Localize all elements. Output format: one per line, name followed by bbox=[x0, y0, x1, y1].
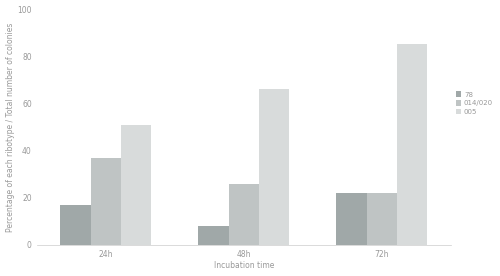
Bar bbox=[336, 193, 366, 245]
Bar bbox=[121, 124, 151, 245]
Legend: 78, 014/020, 005: 78, 014/020, 005 bbox=[454, 90, 494, 117]
Bar bbox=[90, 158, 121, 245]
Bar bbox=[259, 89, 290, 245]
Y-axis label: Percentage of each ribotype / Total number of colonies: Percentage of each ribotype / Total numb… bbox=[6, 22, 15, 232]
X-axis label: Incubation time: Incubation time bbox=[214, 261, 274, 270]
Bar bbox=[397, 44, 428, 245]
Bar bbox=[366, 193, 397, 245]
Bar bbox=[60, 205, 90, 245]
Bar bbox=[228, 184, 259, 245]
Bar bbox=[198, 226, 228, 245]
